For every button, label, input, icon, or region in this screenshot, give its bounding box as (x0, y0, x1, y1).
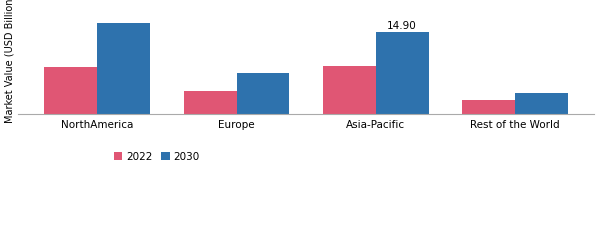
Bar (462, 101, 515, 114)
Y-axis label: Market Value (USD Billion): Market Value (USD Billion) (4, 0, 14, 123)
Legend: 2022, 2030: 2022, 2030 (110, 148, 204, 166)
Bar (376, 32, 429, 114)
Bar (237, 73, 289, 114)
Text: 14.90: 14.90 (388, 21, 417, 31)
Bar (44, 67, 97, 114)
Bar (515, 93, 568, 114)
Bar (323, 66, 376, 114)
Bar (97, 23, 150, 114)
Bar (184, 91, 237, 114)
